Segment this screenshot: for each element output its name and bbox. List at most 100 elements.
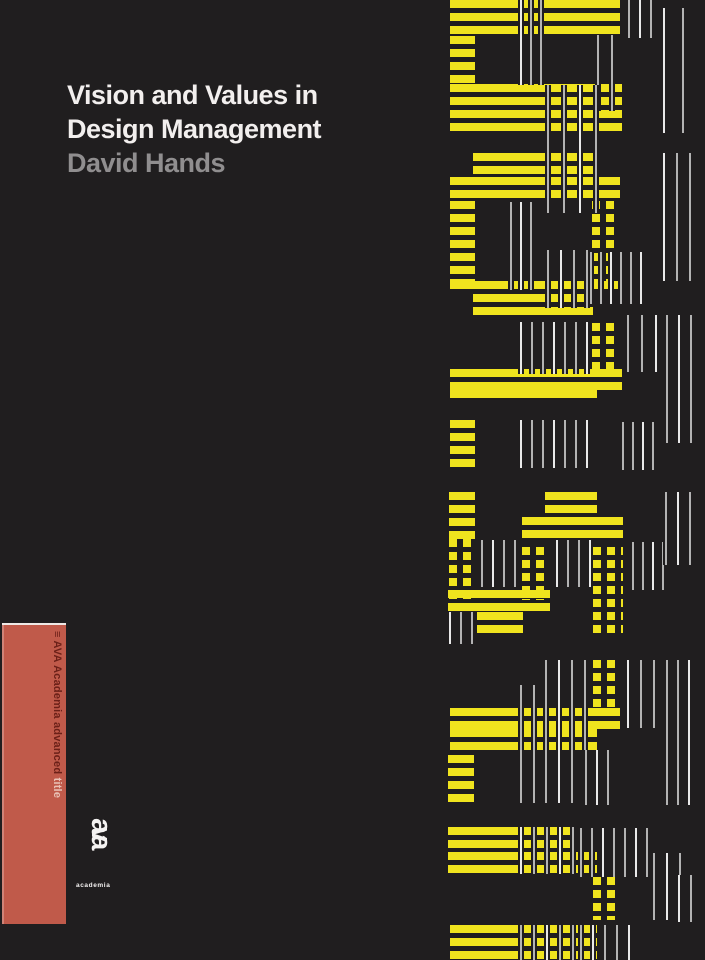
- vertical-line: [544, 827, 550, 874]
- vertical-line: [660, 542, 666, 590]
- vertical-line: [518, 827, 524, 874]
- stripe-block: [450, 0, 620, 36]
- vertical-line: [650, 542, 656, 590]
- stripe-block: [450, 36, 475, 84]
- vertical-line: [531, 925, 537, 960]
- stripe-block: [477, 612, 523, 633]
- stripe-block: [448, 590, 550, 611]
- vertical-line: [573, 322, 579, 374]
- vertical-line: [587, 540, 593, 587]
- vertical-line: [687, 153, 693, 281]
- vertical-line: [605, 750, 611, 805]
- vertical-line: [518, 925, 524, 960]
- vertical-line: [653, 315, 659, 372]
- vertical-line: [531, 827, 537, 874]
- vertical-line: [625, 660, 631, 728]
- vertical-line: [518, 685, 524, 803]
- vertical-line: [676, 875, 682, 922]
- vertical-line: [551, 420, 557, 468]
- vertical-line: [594, 750, 600, 805]
- vertical-line: [565, 540, 571, 587]
- vertical-line: [626, 0, 632, 38]
- vertical-line: [602, 925, 608, 960]
- stripe-block: [592, 323, 620, 370]
- logo-wordmark: ava: [85, 818, 117, 843]
- band-vertical-text: ≡ AVA Academia advanced title: [51, 631, 63, 798]
- vertical-line: [644, 828, 650, 877]
- vertical-line: [638, 252, 644, 304]
- vertical-line: [578, 828, 584, 877]
- stripe-block: [592, 201, 620, 285]
- vertical-line: [688, 875, 694, 922]
- vertical-line: [557, 827, 563, 874]
- title-line-2: Design Management: [67, 114, 322, 144]
- band-series-label: AVA Academia: [51, 640, 63, 719]
- vertical-line: [588, 252, 594, 304]
- vertical-line: [650, 422, 656, 470]
- stripe-block: [450, 201, 475, 285]
- vertical-line: [545, 85, 551, 213]
- vertical-line: [625, 315, 631, 372]
- vertical-line: [508, 202, 514, 290]
- vertical-line: [583, 750, 589, 805]
- stripe-block: [593, 660, 620, 707]
- vertical-line: [590, 925, 596, 960]
- vertical-line: [608, 252, 614, 304]
- vertical-line: [639, 315, 645, 372]
- vertical-line: [633, 828, 639, 877]
- vertical-line: [518, 322, 524, 374]
- vertical-line: [573, 420, 579, 468]
- vertical-line: [562, 322, 568, 374]
- vertical-line: [540, 322, 546, 374]
- vertical-line: [447, 612, 453, 644]
- author-name: David Hands: [67, 148, 226, 178]
- vertical-line: [584, 250, 590, 308]
- vertical-line: [529, 420, 535, 468]
- vertical-line: [600, 828, 606, 877]
- vertical-line: [618, 252, 624, 304]
- stripe-block: [522, 517, 623, 538]
- vertical-line: [688, 315, 694, 443]
- vertical-line: [651, 853, 657, 920]
- vertical-line: [638, 660, 644, 728]
- stripe-block: [450, 177, 620, 201]
- vertical-line: [501, 540, 507, 587]
- vertical-line: [544, 925, 550, 960]
- band-tail-label: title: [51, 777, 63, 799]
- vertical-line: [664, 660, 670, 805]
- vertical-line: [664, 853, 670, 920]
- vertical-line: [557, 925, 563, 960]
- vertical-line: [570, 925, 576, 960]
- vertical-line: [558, 250, 564, 308]
- vertical-line: [609, 35, 615, 111]
- vertical-line: [556, 660, 562, 803]
- logo-subtext: academia: [76, 882, 111, 889]
- vertical-line: [637, 0, 643, 38]
- vertical-line: [531, 685, 537, 803]
- vertical-line: [687, 492, 693, 565]
- vertical-line: [578, 925, 584, 960]
- vertical-line: [518, 0, 524, 85]
- vertical-line: [640, 422, 646, 470]
- vertical-line: [458, 612, 464, 644]
- vertical-line: [611, 828, 617, 877]
- band-prefix-mark: ≡: [51, 631, 63, 638]
- vertical-line: [528, 0, 534, 85]
- stripe-block: [593, 547, 623, 633]
- vertical-line: [628, 252, 634, 304]
- vertical-line: [664, 315, 670, 443]
- vertical-line: [675, 492, 681, 565]
- vertical-line: [528, 202, 534, 290]
- vertical-line: [570, 827, 576, 874]
- vertical-line: [651, 660, 657, 728]
- vertical-line: [490, 540, 496, 587]
- band-level-label: advanced: [51, 721, 63, 775]
- title-line-1: Vision and Values in: [67, 80, 318, 110]
- vertical-line: [479, 540, 485, 587]
- vertical-line: [630, 542, 636, 590]
- vertical-line: [675, 660, 681, 805]
- stripe-block: [450, 390, 597, 403]
- vertical-line: [661, 8, 667, 133]
- stripe-block: [448, 755, 474, 802]
